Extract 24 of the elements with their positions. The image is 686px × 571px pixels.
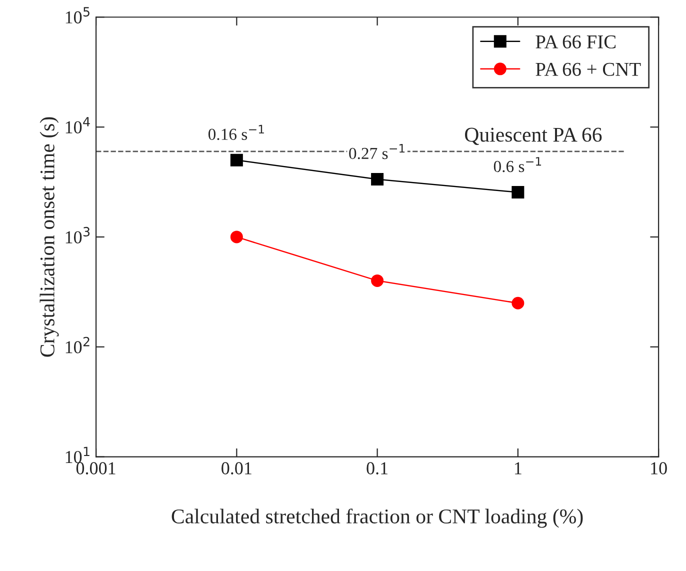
point bbox=[512, 186, 524, 199]
y-tick-label: 10$^{2}$ bbox=[66, 336, 90, 354]
point bbox=[512, 296, 524, 310]
legend-label: PA 66 FIC bbox=[536, 35, 616, 48]
annotation: 0.16 s$^{−1}$ bbox=[208, 124, 264, 140]
legend-label: PA 66 + CNT bbox=[536, 62, 641, 76]
x-tick-label: 0.1 bbox=[366, 462, 388, 474]
point bbox=[230, 230, 243, 244]
ref-line-label: Quiescent PA 66 bbox=[465, 128, 602, 145]
y-axis-title: Crystallization onset time (s) bbox=[40, 117, 59, 357]
x-axis-title: Calculated stretched fraction or CNT loading (%) bbox=[172, 508, 583, 528]
point bbox=[371, 274, 384, 287]
point bbox=[230, 154, 243, 166]
y-tick-label: 10$^{3}$ bbox=[66, 226, 90, 244]
y-tick-label: 10$^{4}$ bbox=[66, 117, 90, 134]
annotation: 0.27 s$^{−1}$ bbox=[349, 144, 405, 160]
x-tick-label: 0.001 bbox=[76, 462, 116, 474]
x-tick-label: 1 bbox=[515, 462, 522, 474]
y-tick-label: 10$^{1}$ bbox=[66, 446, 90, 464]
x-tick-label: 10 bbox=[651, 462, 667, 474]
y-tick-label: 10$^{5}$ bbox=[66, 7, 90, 24]
annotation: 0.6 s$^{−1}$ bbox=[494, 157, 542, 172]
point bbox=[371, 173, 384, 186]
x-tick-label: 0.01 bbox=[222, 462, 252, 474]
